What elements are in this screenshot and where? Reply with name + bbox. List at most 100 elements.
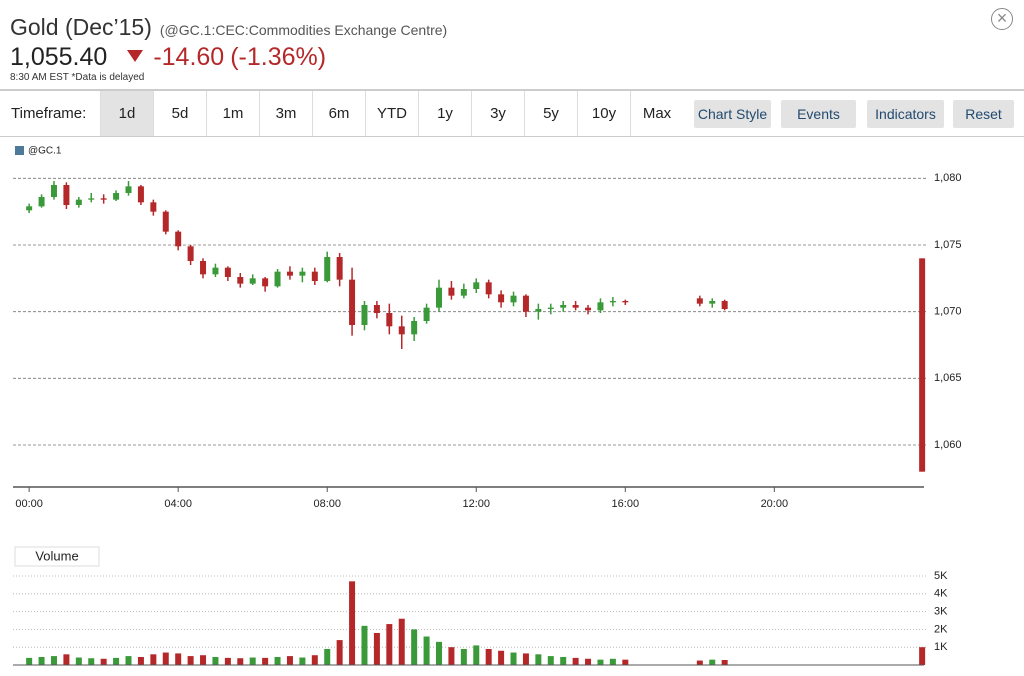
volume-bar [100,658,107,665]
volume-bar [212,656,219,665]
toolbar-button[interactable]: Indicators [867,100,944,128]
candle-body [919,258,926,472]
candle-body [212,267,219,275]
candle-body [460,289,467,296]
volume-bar [88,658,95,665]
legend-swatch [15,146,24,155]
volume-bar [175,653,182,665]
timeframe-button[interactable]: 5d [153,91,206,136]
candle-body [38,197,45,207]
volume-bar [709,659,716,665]
candle-body [249,278,256,284]
price: 1,055.40 [10,43,108,71]
volume-bar [137,656,144,665]
volume-bar [485,648,492,665]
volume-bar [286,656,293,665]
toolbar-button[interactable]: Events [781,100,856,128]
timeframe-button[interactable]: 1d [100,91,153,136]
x-tick-label: 04:00 [164,498,192,510]
candle-body [26,206,33,211]
y-tick-label: 4K [934,588,948,600]
candle-body [63,185,70,205]
volume-bar [560,656,567,665]
legend-box [14,546,100,567]
symbol: (@GC.1:CEC:Commodities Exchange Centre) [159,22,448,38]
y-tick-label: 1,060 [934,439,962,451]
y-tick-label: 5K [934,570,948,582]
candle-body [485,282,492,295]
candle-body [137,186,144,203]
candle-body [709,301,716,304]
volume-bar [187,656,194,665]
timeframe-button[interactable]: 6m [312,91,365,136]
volume-bar [311,655,318,665]
timeframe-button[interactable]: Max [630,91,683,136]
volume-bar [585,658,592,665]
volume-bar [436,641,443,665]
change-pct: (-1.36%) [230,43,327,71]
volume-bar [572,657,579,665]
candle-body [448,287,455,296]
candle-body [286,271,293,276]
candle-body [274,271,281,287]
timeframe-button[interactable]: 5y [524,91,577,136]
candle-body [237,277,244,284]
toolbar-button[interactable]: Reset [953,100,1014,128]
y-tick-label: 1,075 [934,239,962,251]
volume-bar [473,645,480,665]
timeframe-button[interactable]: 3y [471,91,524,136]
candle-body [262,278,269,287]
timeframe-button[interactable]: 10y [577,91,630,136]
volume-bar [75,657,82,665]
delay-note: *Data is delayed [71,72,145,83]
volume-bar [919,647,926,665]
close-button[interactable]: × [991,8,1013,30]
timeframe-button[interactable]: 3m [259,91,312,136]
candle-body [200,261,207,275]
volume-bar [622,659,629,665]
volume-bar [721,660,728,665]
volume-bar [386,624,393,665]
candle-body [436,287,443,308]
volume-bar [411,629,418,665]
candle-body [162,211,169,232]
candle-body [622,301,629,303]
volume-bar [324,648,331,665]
candle-body [572,305,579,308]
candle-body [560,305,567,308]
volume-bar [200,655,207,665]
volume-bar [299,657,306,665]
volume-bar [423,636,430,665]
volume-bar [249,657,256,665]
volume-bar [113,657,120,665]
volume-bar [361,625,368,665]
x-tick-label: 16:00 [612,498,640,510]
candle-body [349,279,356,325]
candle-body [324,257,331,281]
x-tick-label: 00:00 [15,498,43,510]
volume-bar [448,647,455,665]
y-tick-label: 2K [934,623,948,635]
toolbar-button[interactable]: Chart Style [694,100,771,128]
change: -14.60 [153,43,225,71]
candle-body [336,257,343,280]
timeframe-button[interactable]: YTD [365,91,418,136]
volume-bar [349,581,356,665]
candle-body [535,309,542,312]
x-tick-label: 08:00 [313,498,341,510]
volume-bar [50,656,57,665]
candle-body [361,305,368,325]
volume-bar [237,658,244,665]
volume-bar [398,618,405,665]
time: 8:30 AM EST [10,72,69,83]
candle-body [373,305,380,313]
volume-bar [547,656,554,665]
candle-body [510,295,517,303]
y-tick-label: 1,080 [934,172,962,184]
title: Gold (Dec’15) [10,14,152,40]
timeframe-button[interactable]: 1y [418,91,471,136]
candle-body [547,307,554,309]
candle-body [423,307,430,321]
timeframe-button[interactable]: 1m [206,91,259,136]
candle-body [522,295,529,312]
